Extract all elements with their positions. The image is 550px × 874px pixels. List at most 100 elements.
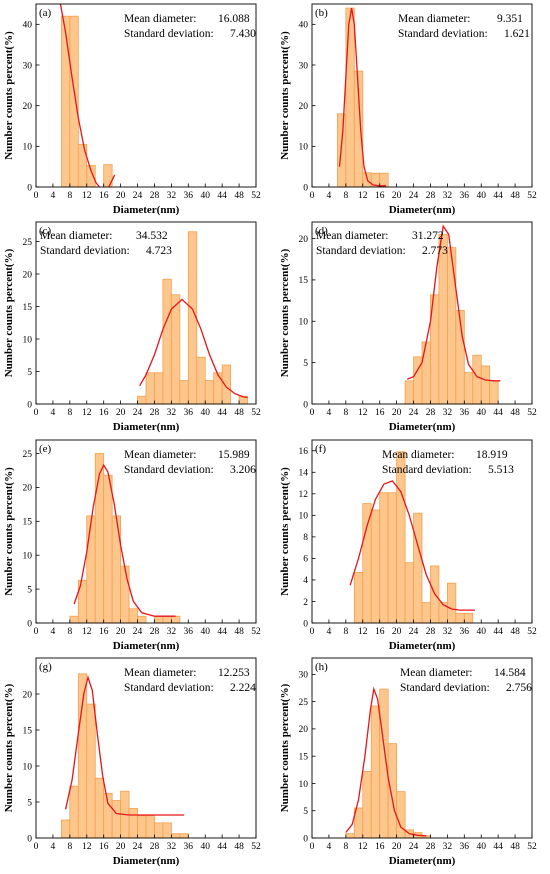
histogram-bar [362, 503, 372, 624]
x-tick-label: 36 [184, 842, 194, 852]
x-tick-label: 40 [476, 408, 486, 418]
x-tick-label: 12 [82, 408, 92, 418]
plot-frame [35, 221, 257, 405]
x-tick-label: 20 [392, 842, 402, 852]
histogram-bar [128, 608, 138, 624]
mean-diameter-value: 31.272 [412, 230, 444, 242]
x-tick-label: 0 [310, 191, 315, 201]
x-tick-label: 36 [460, 627, 470, 637]
y-tick-label: 30 [299, 61, 309, 71]
histogram-bar [396, 451, 406, 624]
panel-b: 0 4 8 12 16 20 24 28 32 36 40 44 48 52010203040Diamet… [279, 3, 537, 216]
x-tick-label: 4 [327, 627, 332, 637]
histogram-bar [111, 515, 122, 624]
plot-frame [311, 221, 533, 405]
y-tick-label: 10 [299, 143, 309, 153]
x-tick-label: 24 [409, 191, 419, 201]
histogram-bar [179, 833, 189, 839]
y-tick-label: 14 [299, 469, 309, 479]
plot-frame [35, 439, 257, 624]
x-tick-label: 4 [327, 408, 332, 418]
x-tick-label: 44 [493, 627, 503, 637]
histogram-bar [370, 705, 381, 839]
histogram-bar [94, 453, 105, 624]
x-tick-label: 44 [493, 191, 503, 201]
panel-d: 0 4 8 12 16 20 24 28 32 36 40 44 48 5205101520Diamete… [279, 221, 537, 433]
x-tick-label: 8 [343, 627, 348, 637]
panel-a: 0 4 8 12 16 20 24 28 32 36 40 44 48 52010203040Diamet… [3, 3, 261, 216]
histogram-bar [103, 474, 113, 624]
x-axis-label: Diameter(nm) [389, 855, 456, 867]
x-tick-label: 52 [251, 627, 261, 637]
x-tick-label: 8 [343, 408, 348, 418]
x-tick-label: 36 [460, 842, 470, 852]
histogram-bar [60, 819, 71, 839]
histogram-bar [446, 247, 457, 405]
x-tick-label: 48 [234, 191, 244, 201]
histogram-bar [370, 509, 381, 624]
x-tick-label: 52 [251, 408, 261, 418]
y-tick-label: 15 [23, 303, 33, 313]
x-tick-label: 4 [51, 191, 56, 201]
y-tick-label: 20 [299, 725, 309, 735]
y-tick-label: 2 [303, 598, 308, 608]
histogram-bar [345, 7, 355, 188]
x-tick-label: 4 [51, 627, 56, 637]
x-tick-label: 36 [460, 191, 470, 201]
panel-letter: (f) [315, 443, 326, 455]
panel-f: 0 4 8 12 16 20 24 28 32 36 40 44 48 520246810121416Di… [279, 439, 537, 652]
x-tick-label: 40 [476, 842, 486, 852]
y-axis-label: Number counts percent(%) [3, 248, 15, 377]
x-axis-label: Diameter(nm) [389, 421, 456, 433]
x-tick-label: 32 [167, 842, 177, 852]
x-tick-label: 28 [426, 842, 436, 852]
histogram-bar [387, 743, 398, 839]
panel-c: 0 4 8 12 16 20 24 28 32 36 40 44 48 520510152025Diame… [3, 221, 261, 433]
histogram-bar [170, 833, 181, 839]
histogram-bar [362, 771, 372, 839]
x-tick-label: 32 [443, 191, 453, 201]
x-axis-label: Diameter(nm) [389, 204, 456, 216]
mean-diameter-label: Mean diameter: [316, 230, 388, 242]
histogram-bar [69, 785, 79, 839]
y-tick-label: 30 [23, 61, 33, 71]
gaussian-fit-curve [139, 298, 248, 399]
x-tick-label: 24 [409, 627, 419, 637]
histogram-bar [379, 172, 389, 188]
gaussian-fit-curve-tail [108, 174, 116, 187]
y-tick-label: 10 [23, 552, 33, 562]
histogram-bar [111, 800, 122, 839]
x-tick-label: 16 [375, 842, 385, 852]
y-tick-label: 0 [27, 834, 32, 844]
x-tick-label: 8 [67, 842, 72, 852]
y-tick-label: 10 [23, 335, 33, 345]
x-tick-label: 44 [217, 627, 227, 637]
y-tick-label: 12 [299, 490, 309, 500]
y-tick-label: 20 [23, 102, 33, 112]
plot-frame [311, 3, 533, 188]
x-tick-label: 48 [510, 408, 520, 418]
mean-diameter-value: 16.088 [218, 13, 250, 25]
mean-diameter-label: Mean diameter: [124, 449, 196, 461]
x-tick-label: 28 [150, 408, 160, 418]
y-tick-label: 8 [303, 533, 308, 543]
x-tick-label: 52 [527, 191, 537, 201]
y-tick-label: 25 [23, 238, 33, 248]
y-tick-label: 0 [27, 183, 32, 193]
x-tick-label: 12 [82, 191, 92, 201]
y-tick-label: 20 [299, 235, 309, 245]
histogram-bar [137, 615, 147, 624]
x-tick-label: 8 [67, 627, 72, 637]
standard-deviation-label: Standard deviation: [40, 245, 130, 257]
mean-diameter-value: 9.351 [497, 13, 523, 25]
x-tick-label: 20 [116, 842, 126, 852]
histogram-bar [404, 380, 414, 405]
x-axis-label: Diameter(nm) [113, 204, 180, 216]
x-tick-label: 16 [99, 408, 109, 418]
histogram-bar [162, 615, 172, 624]
y-tick-label: 5 [27, 368, 32, 378]
histogram-bar [345, 833, 355, 839]
histogram-bar [438, 234, 448, 405]
y-axis-label: Number counts percent(%) [279, 248, 291, 377]
